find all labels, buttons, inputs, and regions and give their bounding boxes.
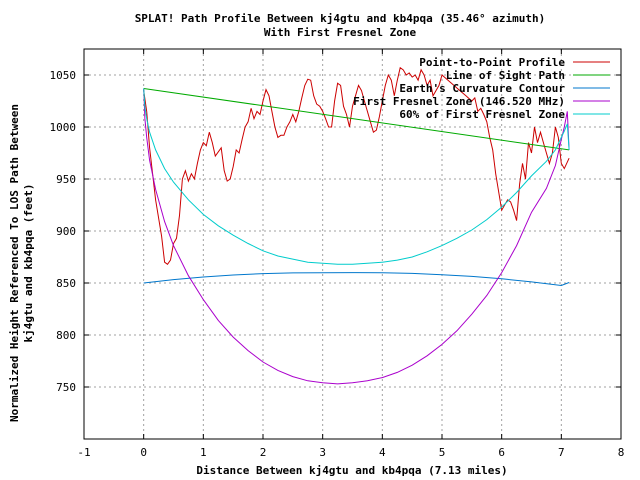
series-line-2 [143,272,570,287]
legend-label: First Fresnel Zone (146.520 MHz) [353,95,565,108]
series-line-3 [143,88,570,385]
x-tick-label: 4 [379,446,386,459]
x-tick-label: 7 [558,446,565,459]
legend-label: Point-to-Point Profile [419,56,565,69]
legend-label: Line of Sight Path [446,69,565,82]
y-tick-label: 800 [56,329,76,342]
x-axis-label: Distance Between kj4gtu and kb4pqa (7.13… [196,464,507,477]
chart-title: SPLAT! Path Profile Between kj4gtu and k… [135,12,546,25]
y-tick-label: 1050 [50,69,77,82]
y-tick-label: 750 [56,381,76,394]
y-axis-label-line1: Normalized Height Referenced To LOS Path… [8,104,21,422]
y-tick-label: 1000 [50,121,77,134]
series-line-4 [143,88,570,265]
plot-area: -1 0 1 2 3 4 5 6 7 8 750 800 850 900 950 1000 1050 [50,48,624,459]
series-line-0 [143,66,570,266]
y-tick-label: 900 [56,225,76,238]
series-line-1 [143,88,570,151]
x-tick-label: 0 [140,446,147,459]
x-tick-label: 8 [618,446,625,459]
plot-frame [83,48,622,440]
x-tick-label: 5 [439,446,446,459]
legend-label: Earth's Curvature Contour [399,82,565,95]
x-tick-label: -1 [77,446,90,459]
y-ticks: 750 800 850 900 950 1000 1050 [50,69,621,394]
x-tick-label: 1 [200,446,207,459]
x-ticks: -1 0 1 2 3 4 5 6 7 8 [77,49,624,459]
x-tick-label: 6 [498,446,505,459]
chart-subtitle: With First Fresnel Zone [264,26,417,39]
y-tick-label: 850 [56,277,76,290]
x-tick-label: 2 [260,446,267,459]
series-group [143,66,570,385]
y-tick-label: 950 [56,173,76,186]
legend-label: 60% of First Fresnel Zone [399,108,565,121]
x-tick-label: 3 [319,446,326,459]
y-axis-label-line2: kj4gtu and kb4pqa (feet) [22,184,35,343]
